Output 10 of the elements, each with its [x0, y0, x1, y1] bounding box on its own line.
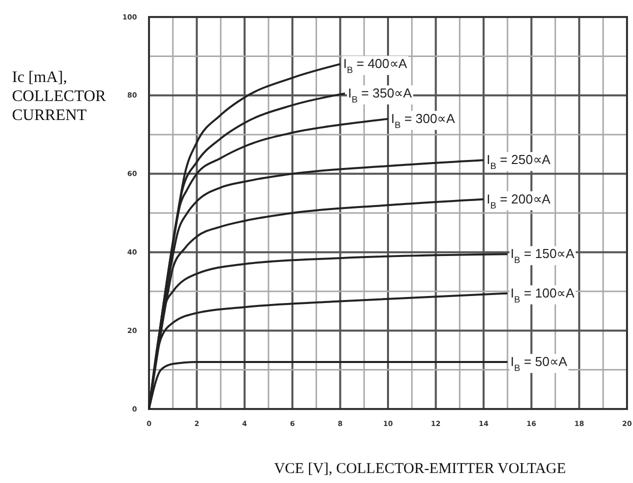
series-label: I$_{B}$ = 400∝A [343, 56, 408, 76]
series-label: I$_{B}$ = 200∝A [486, 191, 551, 210]
series-label: I$_{B}$ = 100∝A [510, 285, 575, 304]
series-label: I$_{B}$ = 50∝A [510, 354, 568, 373]
series-label: I$_{B}$ = 250∝A [486, 152, 551, 172]
series-label: I$_{B}$ = 150∝A [510, 246, 575, 266]
y-axis-title: Ic [mA], COLLECTOR CURRENT [12, 69, 106, 124]
series-label: I$_{B}$ = 300∝A [391, 110, 456, 130]
x-axis-title: VCE [V], COLLECTOR-EMITTER VOLTAGE [274, 461, 566, 477]
series-label: I$_{B}$ = 350∝A [348, 85, 412, 104]
